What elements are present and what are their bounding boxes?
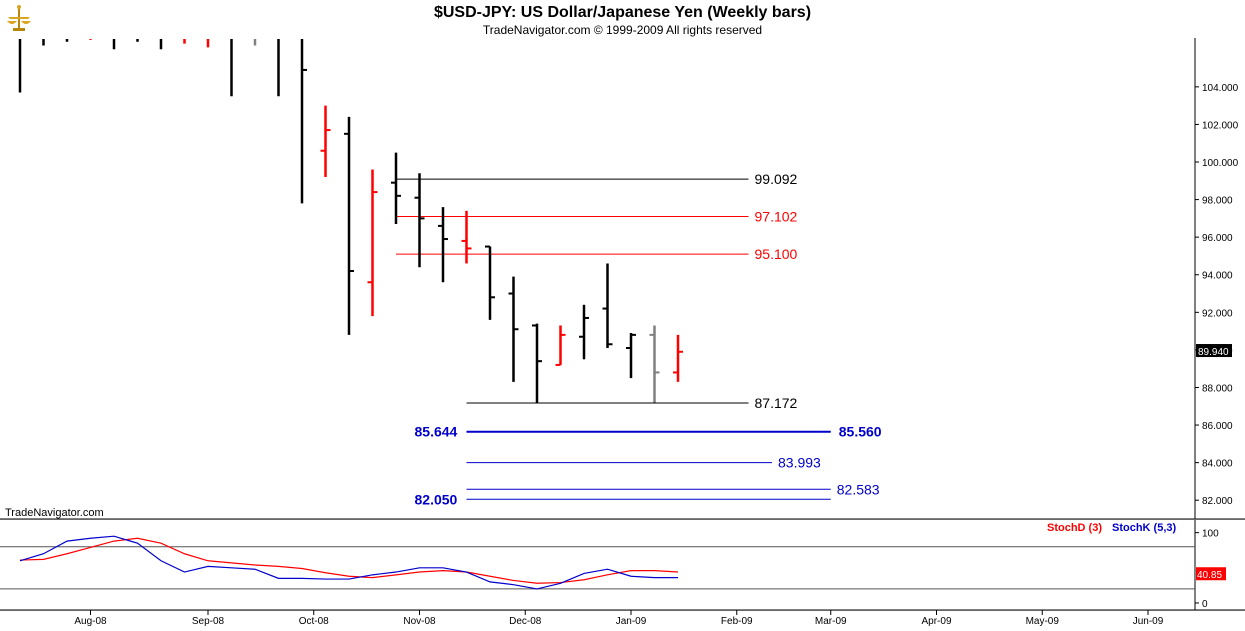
stochastic-panel: [0, 520, 1195, 610]
level-label: 82.583: [837, 481, 880, 497]
level-label: 87.172: [755, 395, 798, 411]
chart-title: $USD-JPY: US Dollar/Japanese Yen (Weekly…: [433, 4, 812, 21]
ohlc-bar: [367, 169, 378, 317]
ohlc-bar: [391, 152, 401, 225]
level-label: 97.102: [755, 208, 798, 224]
ohlc-bar: [673, 334, 683, 382]
ohlc-bar: [602, 263, 613, 349]
ohlc-bar: [649, 325, 660, 403]
price-tick-label: 100.000: [1202, 158, 1239, 169]
level-label: 95.100: [755, 246, 798, 262]
stoch-k-legend: StochK (5,3): [1112, 522, 1177, 534]
ohlc-bar: [626, 332, 636, 379]
ohlc-bar: [438, 207, 448, 283]
ohlc-bar: [320, 105, 331, 178]
date-tick-label: Dec-08: [509, 616, 542, 627]
last-price-marker: [1196, 344, 1232, 358]
date-tick-label: Mar-09: [815, 616, 847, 627]
ohlc-bar: [461, 210, 472, 264]
ohlc-bar: [485, 245, 495, 320]
last-price-label: 89.940: [1198, 347, 1229, 358]
date-tick-label: Nov-08: [403, 616, 436, 627]
ohlc-bar: [579, 304, 589, 360]
price-tick-label: 104.000: [1202, 83, 1239, 94]
price-panel: [0, 38, 1195, 519]
stoch-tick-label: 100: [1202, 529, 1219, 540]
level-right-label: 85.560: [839, 424, 882, 440]
date-axis-panel: [0, 611, 1245, 631]
date-tick-label: Jun-09: [1133, 616, 1164, 627]
ohlc-bar: [555, 325, 566, 366]
stoch-last-value-label: 40.85: [1197, 570, 1222, 581]
ohlc-bar: [532, 323, 542, 403]
date-tick-label: Jan-09: [616, 616, 647, 627]
stoch-k-line: [19, 535, 678, 590]
trade-navigator-logo-icon: [4, 3, 34, 33]
date-tick-label: Sep-08: [192, 616, 225, 627]
price-tick-label: 102.000: [1202, 120, 1239, 131]
price-axis-panel: [1195, 38, 1245, 519]
level-label: 83.993: [778, 455, 821, 471]
date-tick-label: Apr-09: [921, 616, 951, 627]
ohlc-bar: [344, 116, 354, 335]
stochastic-axis-panel: [1195, 520, 1245, 610]
date-tick-label: Feb-09: [721, 616, 753, 627]
price-tick-label: 86.000: [1202, 421, 1233, 432]
ohlc-bar: [508, 276, 519, 382]
stoch-last-value-marker: [1196, 567, 1226, 581]
level-left-label: 82.050: [415, 491, 458, 507]
chart-copyright: TradeNavigator.com © 1999-2009 All right…: [482, 23, 763, 37]
price-tick-label: 98.000: [1202, 196, 1233, 207]
stoch-d-legend: StochD (3): [1047, 522, 1102, 534]
ohlc-bar: [300, 39, 307, 204]
ohlc-bar: [414, 173, 425, 268]
price-tick-label: 88.000: [1202, 383, 1233, 394]
price-tick-label: 84.000: [1202, 459, 1233, 470]
level-left-label: 85.644: [415, 424, 458, 440]
date-tick-label: Oct-08: [299, 616, 329, 627]
date-tick-label: May-09: [1026, 616, 1060, 627]
stoch-tick-label: 0: [1202, 599, 1208, 610]
price-tick-label: 92.000: [1202, 308, 1233, 319]
price-tick-label: 96.000: [1202, 233, 1233, 244]
level-label: 99.092: [755, 171, 798, 187]
price-tick-label: 82.000: [1202, 496, 1233, 507]
stoch-d-line: [19, 537, 679, 584]
title-bar: $USD-JPY: US Dollar/Japanese Yen (Weekly…: [0, 0, 1245, 38]
watermark-label: TradeNavigator.com: [5, 507, 104, 519]
price-tick-label: 94.000: [1202, 271, 1233, 282]
date-tick-label: Aug-08: [74, 616, 107, 627]
